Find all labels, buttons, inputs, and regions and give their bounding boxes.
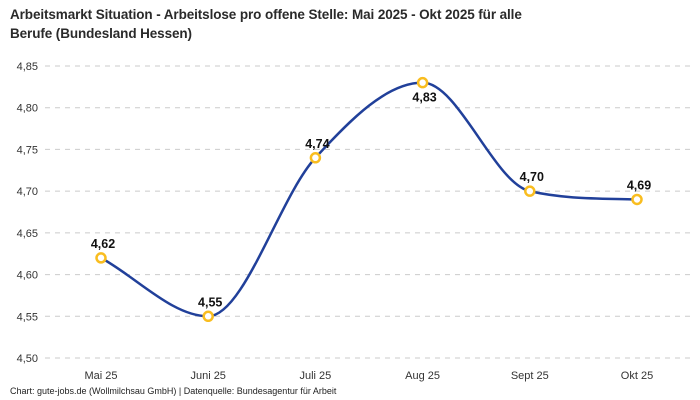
data-point-marker (524, 185, 536, 197)
data-point-label: 4,55 (198, 295, 222, 309)
data-point-label: 4,69 (627, 178, 651, 192)
data-point-marker (416, 76, 429, 89)
x-tick-label: Sept 25 (511, 370, 549, 382)
x-tick-label: Aug 25 (405, 370, 440, 382)
x-tick-label: Mai 25 (84, 370, 117, 382)
data-point-label: 4,83 (412, 91, 436, 105)
data-point-marker (631, 193, 643, 206)
data-point-label: 4,74 (305, 137, 329, 151)
chart-title: Arbeitsmarkt Situation - Arbeitslose pro… (10, 5, 694, 43)
data-point-marker (202, 310, 214, 323)
data-point-marker (95, 252, 107, 264)
y-tick-label: 4,70 (17, 186, 38, 198)
y-tick-label: 4,85 (17, 61, 38, 73)
x-tick-label: Juni 25 (190, 370, 225, 382)
x-tick-label: Juli 25 (300, 370, 332, 382)
y-tick-label: 4,60 (17, 270, 38, 282)
series-line (99, 81, 639, 318)
y-tick-label: 4,80 (17, 103, 38, 115)
chart-title-line-2: Berufe (Bundesland Hessen) (10, 26, 192, 41)
x-tick-label: Okt 25 (621, 370, 653, 382)
y-tick-label: 4,50 (17, 353, 38, 365)
data-point-label: 4,62 (91, 237, 115, 251)
data-point-label: 4,70 (520, 170, 544, 184)
data-point-marker (309, 152, 322, 164)
y-tick-label: 4,65 (17, 228, 38, 240)
chart-credit: Chart: gute-jobs.de (Wollmilchsau GmbH) … (10, 386, 337, 396)
chart-title-line-1: Arbeitsmarkt Situation - Arbeitslose pro… (10, 7, 522, 22)
y-tick-label: 4,55 (17, 311, 38, 323)
y-tick-label: 4,75 (17, 144, 38, 156)
